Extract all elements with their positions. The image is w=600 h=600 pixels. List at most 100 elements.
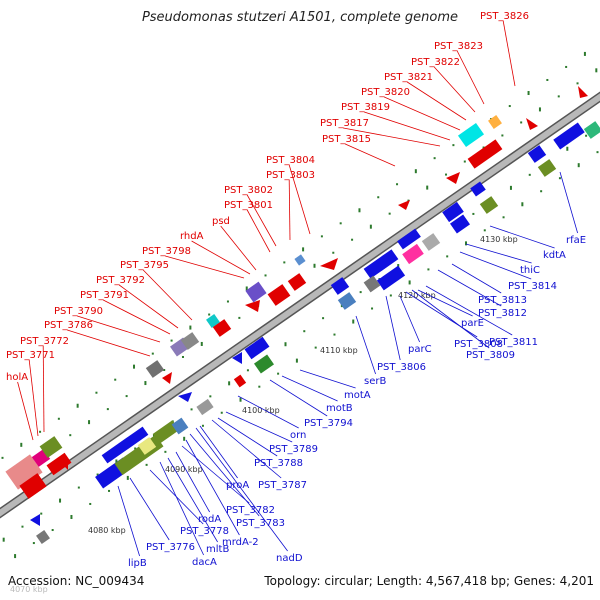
tick-mark	[96, 473, 99, 476]
tick-mark	[527, 91, 530, 96]
tick-mark	[245, 286, 248, 291]
arrow-red-3	[245, 300, 260, 312]
tick-mark	[464, 241, 467, 246]
tick-mark	[277, 372, 280, 375]
tick-mark	[509, 185, 512, 190]
tick-mark	[226, 300, 229, 303]
callout-line	[417, 289, 473, 317]
reverse-gene-label: thiC	[520, 265, 540, 276]
reverse-gene-label: motB	[326, 403, 353, 414]
tick-mark	[190, 408, 193, 411]
feature-grey-5	[363, 275, 381, 293]
tick-mark	[302, 247, 305, 252]
tick-mark	[59, 498, 62, 503]
feature-red-4	[267, 284, 291, 306]
feature-olive-4	[479, 196, 499, 214]
reverse-gene-label: PST_3776	[146, 542, 195, 553]
reverse-gene-label: lipB	[128, 558, 147, 569]
feature-steel	[171, 417, 189, 435]
feature-red-small	[233, 374, 247, 388]
reverse-gene-label: PST_3789	[269, 444, 318, 455]
tick-mark	[51, 529, 54, 532]
callout-line	[437, 269, 502, 307]
callout-line	[129, 477, 170, 541]
tick-mark	[502, 216, 505, 219]
forward-gene-label: PST_3795	[120, 260, 169, 271]
tick-mark	[558, 177, 561, 180]
tick-mark	[540, 190, 543, 193]
callout-lines	[17, 20, 578, 557]
reverse-gene-labels: lipB PST_3776 PST_3778 dacA mltB rodA PST_3782…	[128, 235, 586, 569]
tick-mark	[377, 196, 380, 199]
callout-line	[465, 243, 532, 264]
feature-purple	[245, 281, 267, 303]
callout-line	[181, 445, 250, 504]
forward-gene-label: PST_3791	[80, 290, 129, 301]
arrow-red-1	[60, 458, 68, 470]
callout-line	[459, 251, 532, 280]
forward-gene-label: PST_3801	[224, 200, 273, 211]
tick-mark	[358, 208, 361, 213]
callout-line	[288, 164, 311, 235]
tick-mark	[538, 107, 541, 112]
reverse-gene-label: rfaE	[566, 235, 586, 246]
tick-mark	[21, 525, 24, 528]
callout-line	[406, 81, 467, 121]
genome-summary-text: Topology: circular; Length: 4,567,418 bp…	[264, 574, 594, 588]
tick-mark	[303, 330, 306, 333]
tick-mark	[388, 212, 391, 215]
feature-blue-4	[330, 277, 350, 295]
callout-line	[167, 457, 218, 543]
tick-mark	[427, 268, 430, 271]
feature-blue-12	[553, 122, 585, 150]
scale-label: 4070 kbp	[10, 585, 48, 594]
forward-gene-label: PST_3804	[266, 155, 315, 166]
callout-line	[425, 285, 513, 336]
tick-mark	[596, 151, 599, 154]
reverse-gene-label: mltB	[206, 544, 229, 555]
callout-line	[159, 461, 204, 556]
feature-blue-9	[450, 214, 470, 234]
feature-grey-2	[180, 332, 200, 350]
callout-line	[288, 179, 291, 241]
tick-mark	[238, 316, 241, 319]
tick-mark	[228, 381, 231, 386]
feature-olive-1	[39, 436, 63, 458]
tick-mark	[313, 263, 316, 268]
feature-red-1	[19, 473, 47, 499]
tick-mark	[396, 183, 399, 186]
feature-magenta-2	[402, 243, 424, 265]
tick-mark	[565, 65, 568, 68]
tick-mark	[283, 261, 286, 264]
callout-line	[118, 284, 179, 329]
backbone	[0, 91, 600, 519]
tick-mark	[115, 459, 118, 464]
scale-label: 4120 kbp	[398, 291, 436, 300]
gene-features	[5, 86, 600, 544]
callout-line	[456, 50, 485, 105]
feature-olive-3	[152, 420, 180, 444]
callout-line	[345, 143, 396, 167]
callout-line	[117, 485, 140, 557]
feature-grey-6	[421, 233, 441, 251]
tick-mark	[114, 378, 117, 381]
tick-mark	[577, 163, 580, 168]
tick-mark	[433, 157, 436, 160]
forward-gene-label: PST_3815	[322, 134, 371, 145]
tick-mark	[77, 486, 80, 489]
callout-line	[451, 263, 502, 294]
feature-grey-1	[145, 360, 165, 378]
feature-blue-small	[294, 254, 306, 266]
tick-mark	[583, 51, 586, 56]
scale-label: 4080 kbp	[88, 526, 126, 535]
tick-mark	[40, 512, 43, 515]
reverse-gene-label: parE	[461, 318, 484, 329]
scale-label: 4130 kbp	[480, 235, 518, 244]
tick-mark	[2, 537, 5, 542]
reverse-gene-label: PST_3783	[236, 518, 285, 529]
forward-gene-label: PST_3771	[6, 350, 55, 361]
callout-line	[405, 291, 478, 338]
callout-line	[195, 427, 288, 552]
tick-mark	[106, 408, 109, 411]
reverse-gene-label: mrdA-2	[222, 537, 259, 548]
